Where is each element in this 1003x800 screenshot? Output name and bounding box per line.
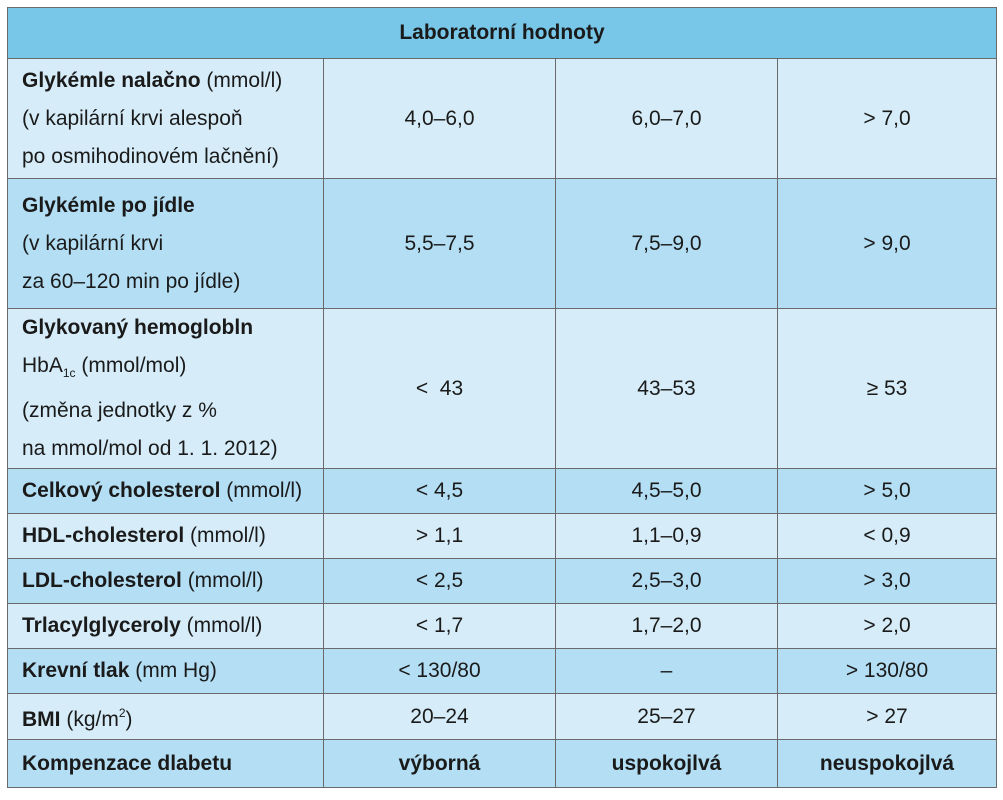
value-satisfactory: 6,0–7,0 <box>555 58 778 179</box>
row-label-name: LDL-cholesterol <box>22 569 182 592</box>
table-row: Glykémle nalačno (mmol/l) (v kapilární k… <box>7 58 998 179</box>
value-excellent: < 4,5 <box>323 468 556 514</box>
compensation-satisfactory: uspokojlvá <box>555 739 778 788</box>
compensation-unsatisfactory: neuspokojlvá <box>776 739 998 788</box>
value-satisfactory: 43–53 <box>555 308 778 469</box>
value-unsatisfactory: > 2,0 <box>776 603 998 649</box>
row-label: BMI (kg/m2) <box>7 693 324 740</box>
row-label-unit: (mmol/l) <box>180 614 263 637</box>
value-unsatisfactory: > 5,0 <box>776 468 998 514</box>
value-excellent: 4,0–6,0 <box>323 58 556 179</box>
value-excellent: < 130/80 <box>323 648 556 694</box>
table-row: HDL-cholesterol (mmol/l) > 1,1 1,1–0,9 <… <box>7 513 998 559</box>
row-label-name: Krevní tlak <box>22 659 130 682</box>
value-excellent: 5,5–7,5 <box>323 178 556 309</box>
row-label-unit: (kg/m <box>60 708 119 731</box>
row-label-unit-end: ) <box>125 708 133 731</box>
row-label: LDL-cholesterol (mmol/l) <box>7 558 324 604</box>
row-label-note: za 60–120 min po jídle) <box>22 269 241 293</box>
row-label-note: (v kapilární krvi <box>22 231 164 255</box>
row-label-name: Glykémle nalačno <box>22 68 201 92</box>
row-label-unit: (mmol/l) <box>200 68 283 92</box>
value-satisfactory: 25–27 <box>555 693 778 740</box>
compensation-label: Kompenzace dlabetu <box>7 739 324 788</box>
row-label-name: HDL-cholesterol <box>22 524 185 547</box>
table-row: Glykovaný hemoglobln HbA1c (mmol/mol) (z… <box>7 308 998 469</box>
row-label-name: Glykémle po jídle <box>22 193 195 217</box>
table-row: Trlacylglyceroly (mmol/l) < 1,7 1,7–2,0 … <box>7 603 998 649</box>
row-label: Glykémle nalačno (mmol/l) (v kapilární k… <box>7 58 324 179</box>
value-unsatisfactory: < 0,9 <box>776 513 998 559</box>
row-label-note: po osmihodinovém lačnění) <box>22 144 279 168</box>
row-label-name: Trlacylglyceroly <box>22 614 181 637</box>
value-satisfactory: 2,5–3,0 <box>555 558 778 604</box>
row-label: Trlacylglyceroly (mmol/l) <box>7 603 324 649</box>
compensation-row: Kompenzace dlabetu výborná uspokojlvá ne… <box>7 739 998 788</box>
row-label-unit-sup: 2 <box>118 706 126 720</box>
row-label: Glykémle po jídle (v kapilární krvi za 6… <box>7 178 324 309</box>
row-label-name: Glykovaný hemoglobln <box>22 316 254 339</box>
table-row: Celkový cholesterol (mmol/l) < 4,5 4,5–5… <box>7 468 998 514</box>
row-label: Glykovaný hemoglobln HbA1c (mmol/mol) (z… <box>7 308 324 469</box>
row-label-unit: (mmol/l) <box>181 569 264 592</box>
row-label-name: Celkový cholesterol <box>22 479 221 502</box>
row-label: Celkový cholesterol (mmol/l) <box>7 468 324 514</box>
row-label-note: (změna jednotky z % <box>22 399 217 422</box>
row-label-unit: (mm Hg) <box>129 659 217 682</box>
row-label-note: na mmol/mol od 1. 1. 2012) <box>22 437 278 460</box>
value-excellent: > 1,1 <box>323 513 556 559</box>
row-label-note: (v kapilární krvi alespoň <box>22 106 243 130</box>
table-title: Laboratorní hodnoty <box>6 7 998 59</box>
value-excellent: < 1,7 <box>323 603 556 649</box>
value-satisfactory: 4,5–5,0 <box>555 468 778 514</box>
value-unsatisfactory: > 27 <box>776 693 998 740</box>
value-excellent: < 43 <box>323 308 556 469</box>
row-label-hba: HbA <box>22 354 63 377</box>
row-label-unit: (mmol/l) <box>184 524 266 547</box>
value-satisfactory: 1,7–2,0 <box>555 603 778 649</box>
table-row: BMI (kg/m2) 20–24 25–27 > 27 <box>7 693 998 740</box>
table-title-row: Laboratorní hodnoty <box>6 7 998 59</box>
lab-values-table: Laboratorní hodnoty Glykémle nalačno (mm… <box>6 7 998 788</box>
value-excellent: 20–24 <box>323 693 556 740</box>
value-unsatisfactory: > 9,0 <box>776 178 998 309</box>
row-label: HDL-cholesterol (mmol/l) <box>7 513 324 559</box>
table-row: Glykémle po jídle (v kapilární krvi za 6… <box>7 178 998 309</box>
value-satisfactory: 1,1–0,9 <box>555 513 778 559</box>
value-unsatisfactory: > 3,0 <box>776 558 998 604</box>
value-satisfactory: 7,5–9,0 <box>555 178 778 309</box>
value-excellent: < 2,5 <box>323 558 556 604</box>
value-unsatisfactory: ≥ 53 <box>776 308 998 469</box>
value-unsatisfactory: > 130/80 <box>776 648 998 694</box>
row-label: Krevní tlak (mm Hg) <box>7 648 324 694</box>
row-label-name: BMI <box>22 708 61 731</box>
value-unsatisfactory: > 7,0 <box>776 58 998 179</box>
row-label-unit: (mmol/l) <box>220 479 303 502</box>
table-row: Krevní tlak (mm Hg) < 130/80 – > 130/80 <box>7 648 998 694</box>
row-label-hba-sub: 1c <box>62 366 76 380</box>
compensation-excellent: výborná <box>323 739 556 788</box>
row-label-unit: (mmol/mol) <box>75 354 187 377</box>
table-row: LDL-cholesterol (mmol/l) < 2,5 2,5–3,0 >… <box>7 558 998 604</box>
value-satisfactory: – <box>555 648 778 694</box>
lab-values-table-wrapper: Laboratorní hodnoty Glykémle nalačno (mm… <box>6 7 998 788</box>
